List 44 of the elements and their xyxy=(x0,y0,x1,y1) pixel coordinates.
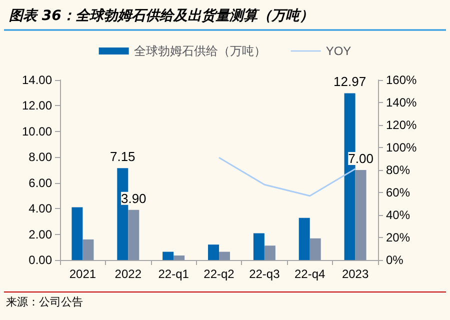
bar xyxy=(174,256,185,260)
y-tick-label: 6.00 xyxy=(28,176,52,190)
y2-tick-label: 80% xyxy=(386,163,410,177)
bar xyxy=(162,252,174,260)
y-tick-label: 12.00 xyxy=(22,98,52,113)
x-tick-label: 2021 xyxy=(69,267,96,281)
x-tick-label: 2023 xyxy=(342,267,369,281)
y2-tick-label: 120% xyxy=(386,118,418,132)
data-label: 7.15 xyxy=(110,149,136,164)
y-tick-label: 4.00 xyxy=(28,202,52,216)
y2-tick-label: 100% xyxy=(386,140,418,154)
bar xyxy=(72,207,83,260)
y2-tick-label: 40% xyxy=(386,208,410,222)
bar xyxy=(298,218,310,260)
bar xyxy=(264,246,276,260)
chart-title: 图表 36：全球勃姆石供给及出货量测算（万吨） xyxy=(9,8,314,24)
x-tick-label: 2022 xyxy=(114,267,142,281)
y-tick-label: 2.00 xyxy=(28,227,52,242)
y2-tick-label: 20% xyxy=(386,230,410,244)
y-tick-label: 14.00 xyxy=(22,73,52,87)
x-tick-label: 22-q4 xyxy=(294,267,326,281)
y-tick-label: 8.00 xyxy=(28,150,52,164)
bar xyxy=(208,244,219,260)
y2-tick-label: 0% xyxy=(386,253,404,267)
x-tick-label: 22-q2 xyxy=(204,267,235,281)
bar xyxy=(128,210,140,260)
y-tick-label: 10.00 xyxy=(22,124,52,138)
bar xyxy=(355,170,366,260)
source-note: 来源：公司公告 xyxy=(6,296,83,308)
data-label: 3.90 xyxy=(120,190,146,206)
y2-tick-label: 140% xyxy=(386,96,418,110)
bar xyxy=(253,233,264,260)
bar xyxy=(82,239,94,260)
bar xyxy=(219,252,230,260)
x-tick-label: 22-q1 xyxy=(158,267,190,281)
y2-tick-label: 160% xyxy=(386,73,418,87)
bar xyxy=(310,238,321,260)
legend-label: 全球勃姆石供给（万吨） xyxy=(134,44,266,58)
data-label: 12.97 xyxy=(334,74,366,90)
y-tick-label: 0.00 xyxy=(28,253,52,267)
data-label: 7.00 xyxy=(348,151,374,166)
y2-tick-label: 60% xyxy=(386,186,410,200)
legend-label: YOY xyxy=(326,44,352,58)
x-tick-label: 22-q3 xyxy=(249,267,280,281)
